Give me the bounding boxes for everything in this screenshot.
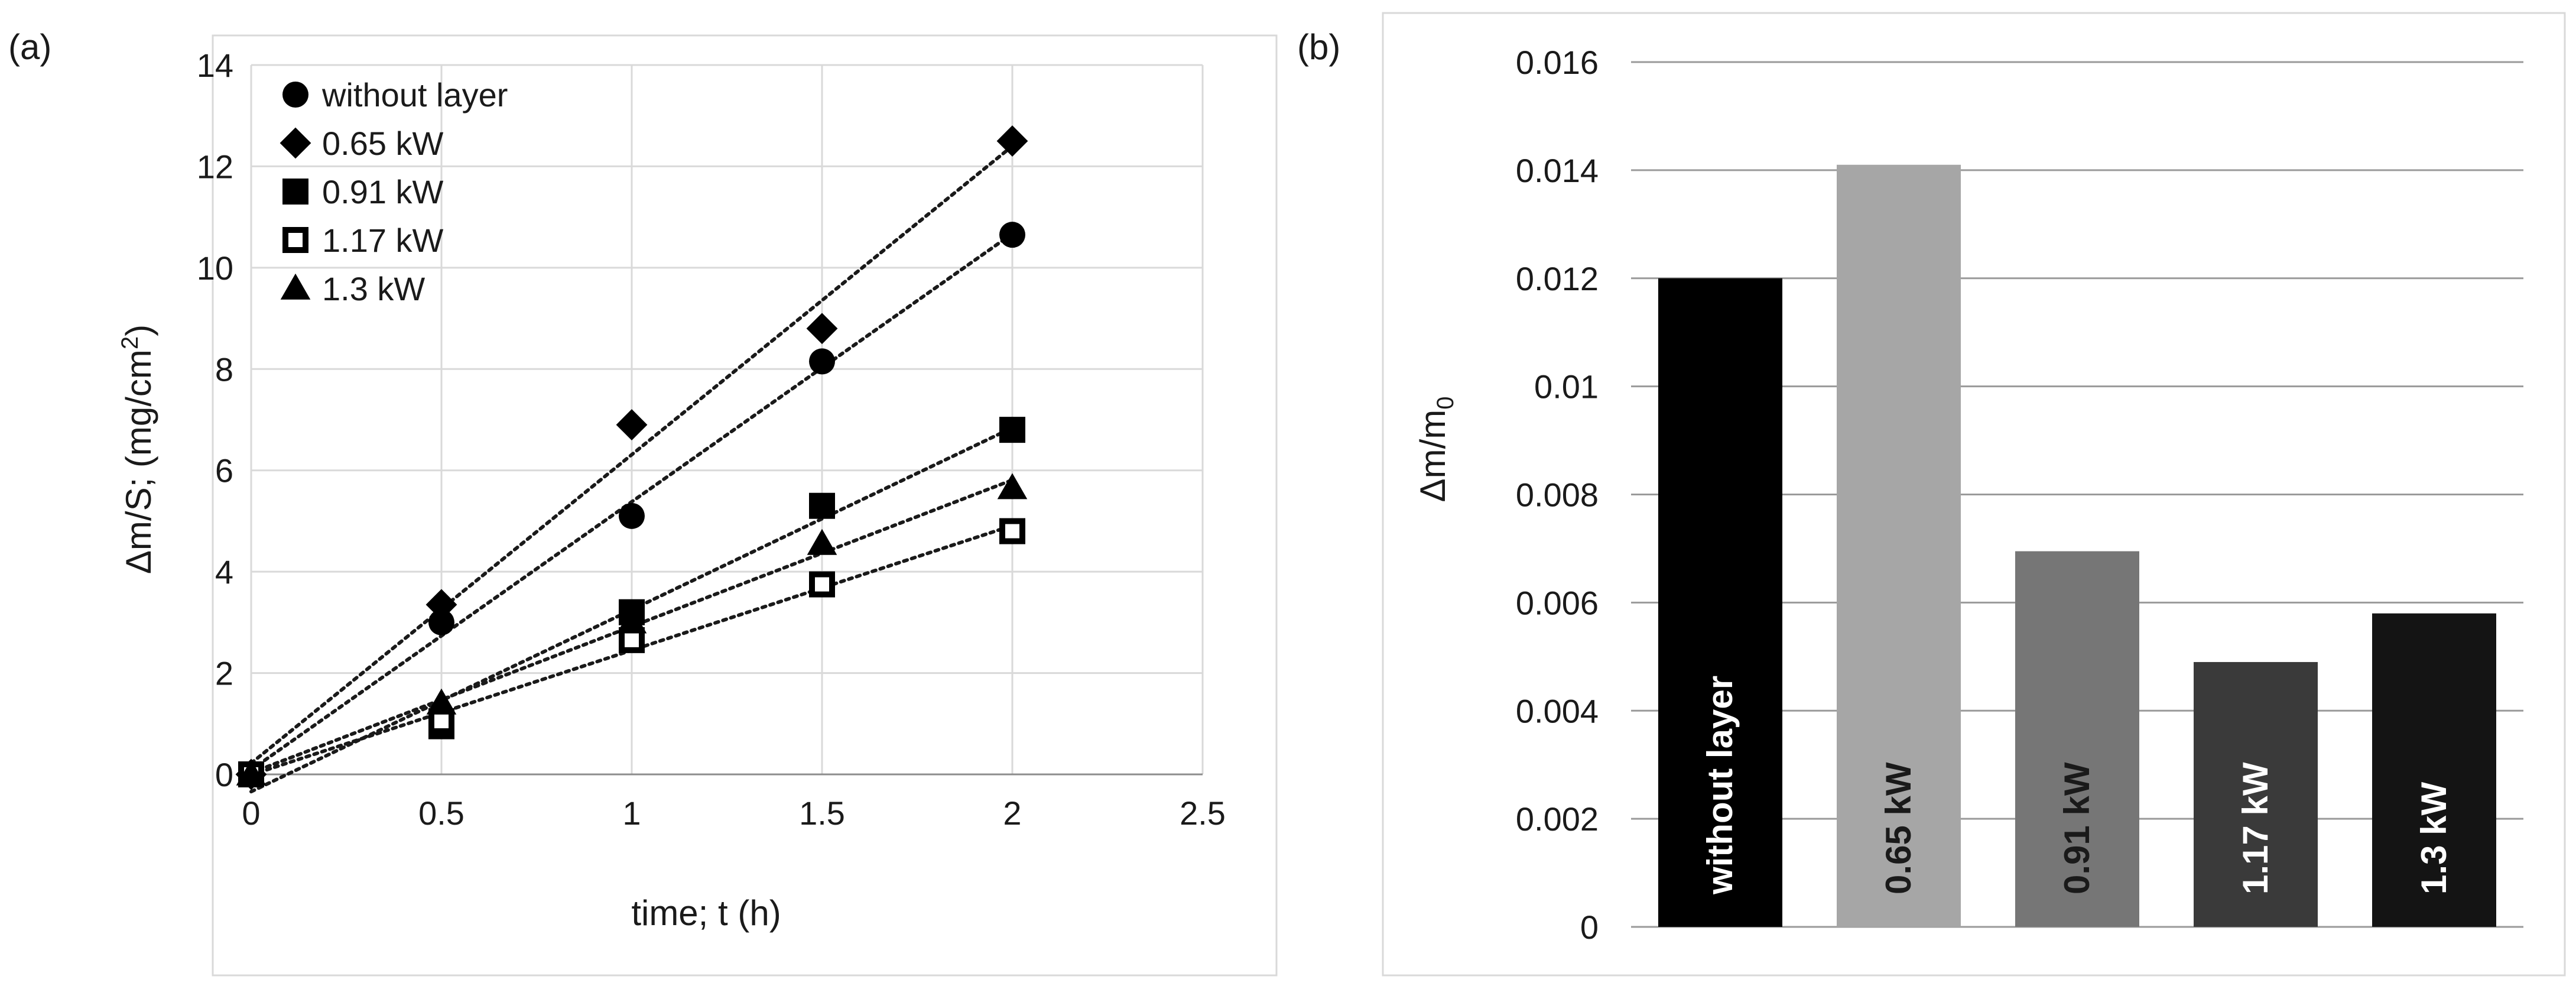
panel-b-y-axis-label: Δm/m0 — [1413, 397, 1458, 502]
panel-b-y-tick-label: 0 — [1580, 909, 1599, 946]
panel-b-y-tick-label: 0.004 — [1516, 692, 1599, 729]
panel-a-data-point — [619, 502, 645, 529]
panel-a-trendline — [249, 144, 1014, 766]
panel-a-legend-marker — [282, 179, 308, 205]
panel-a-y-axis-label-main: Δm/S; (mg/cm — [119, 349, 158, 574]
panel-b-bar-label: 1.3 kW — [2414, 782, 2454, 894]
panel-a-x-tick-label: 1.5 — [799, 794, 845, 832]
panel-a-y-tick-label: 4 — [215, 553, 233, 591]
panel-b-y-tick-label: 0.016 — [1516, 44, 1599, 81]
panel-a-label: (a) — [8, 27, 51, 67]
panel-a-trendline — [249, 232, 1014, 772]
panel-a-data-point — [999, 518, 1025, 544]
panel-b-bar — [2194, 661, 2318, 927]
panel-b-bar-label: without layer — [1700, 676, 1740, 895]
panel-a-x-axis-label: time; t (h) — [631, 893, 781, 933]
panel-a-legend-label: without layer — [321, 76, 508, 113]
panel-b-bar-label: 0.65 kW — [1879, 762, 1918, 894]
panel-a-data-point — [428, 609, 454, 635]
panel-a-y-tick-label: 8 — [215, 351, 233, 388]
panel-a-data-point — [997, 473, 1028, 500]
panel-a-data-point — [425, 589, 457, 621]
panel-a-data-point — [236, 759, 267, 786]
panel-a-data-point — [806, 313, 838, 345]
panel-a-legend: without layer 0.65 kW 0.91 kW 1.17 kW 1.3 kW — [280, 76, 508, 307]
panel-a-y-axis-label-sup: 2 — [117, 336, 143, 349]
panel-b-y-tick-label: 0.014 — [1516, 152, 1599, 189]
panel-a-y-tick-label: 10 — [197, 249, 233, 287]
panel-a-grid — [250, 64, 1204, 776]
panel-a-data-point — [809, 348, 835, 375]
panel-a-x-tick-label: 2 — [1003, 794, 1021, 832]
panel-a-y-axis-label: Δm/S; (mg/cm2) — [117, 325, 158, 574]
panel-a-legend-label: 1.17 kW — [322, 222, 444, 259]
panel-b-label: (b) — [1297, 27, 1340, 67]
panel-b-bar-chart: (b) without layer 0.65 kW 0.91 kW 1.17 kW 1.… — [1297, 12, 2566, 977]
panel-a-legend-marker — [282, 82, 308, 108]
panel-a-frame — [212, 34, 1278, 977]
panel-a-legend-label: 0.91 kW — [322, 173, 444, 210]
panel-a-x-tick-label: 0 — [242, 794, 260, 832]
panel-a-data-point — [999, 222, 1025, 248]
panel-b-y-tick-label: 0.006 — [1516, 584, 1599, 621]
panel-a-legend-label: 0.65 kW — [322, 125, 444, 162]
panel-a-data-point — [996, 125, 1028, 157]
panel-a-x-tick-label: 1 — [622, 794, 641, 832]
panel-a-data-point — [809, 571, 835, 598]
panel-b-frame — [1382, 12, 2566, 977]
panel-b-bar — [2372, 613, 2496, 927]
panel-a-x-tick-label: 2.5 — [1180, 794, 1226, 832]
panel-b-bar-label: 0.91 kW — [2057, 762, 2097, 894]
panel-b-bar-label: 1.17 kW — [2236, 762, 2275, 894]
panel-b-bars: without layer 0.65 kW 0.91 kW 1.17 kW 1.3 kW — [1658, 164, 2496, 927]
panel-a-y-tick-label: 0 — [215, 756, 233, 793]
panel-a-y-tick-label: 14 — [197, 47, 233, 84]
panel-a-legend-marker — [280, 273, 311, 300]
panel-a-tick-labels: 0 2 4 6 8 10 12 14 0 0.5 1 1.5 2 2.5 — [197, 47, 1226, 832]
panel-b-y-tick-label: 0.012 — [1516, 260, 1599, 297]
panel-a-points — [235, 125, 1028, 790]
panel-b-tick-labels: 0 0.002 0.004 0.006 0.008 0.01 0.012 0.014 0.016 — [1516, 44, 1599, 946]
panel-a-legend-marker — [282, 227, 308, 253]
panel-b-bar — [1658, 278, 1782, 927]
panel-a-data-point — [616, 409, 648, 440]
panel-a-legend-label: 1.3 kW — [322, 270, 425, 307]
panel-a-scatter-chart: (a) 0 2 4 6 8 10 12 14 0 0.5 1 1.5 2 2.5 without laye… — [8, 27, 1278, 977]
panel-b-bar — [2015, 551, 2139, 927]
panel-a-data-point — [809, 492, 835, 519]
panel-b-y-tick-label: 0.002 — [1516, 800, 1599, 838]
panel-a-x-tick-label: 0.5 — [418, 794, 464, 832]
panel-a-data-point — [616, 607, 647, 634]
panel-a-data-point — [426, 688, 457, 715]
panel-a-y-axis-label-end: ) — [119, 325, 158, 336]
panel-b-y-tick-label: 0.008 — [1516, 476, 1599, 514]
panel-a-y-tick-label: 6 — [215, 452, 233, 489]
panel-b-y-axis-label-sub: 0 — [1432, 397, 1458, 410]
panel-a-legend-marker — [280, 127, 311, 159]
panel-a-data-point — [807, 528, 837, 555]
panel-b-bar — [1837, 164, 1961, 927]
panel-a-y-tick-label: 2 — [215, 655, 233, 692]
panel-a-data-point — [999, 417, 1025, 443]
panel-b-y-axis-label-main: Δm/m — [1413, 410, 1453, 502]
panel-b-y-tick-label: 0.01 — [1534, 368, 1599, 406]
panel-a-y-tick-label: 12 — [197, 148, 233, 185]
